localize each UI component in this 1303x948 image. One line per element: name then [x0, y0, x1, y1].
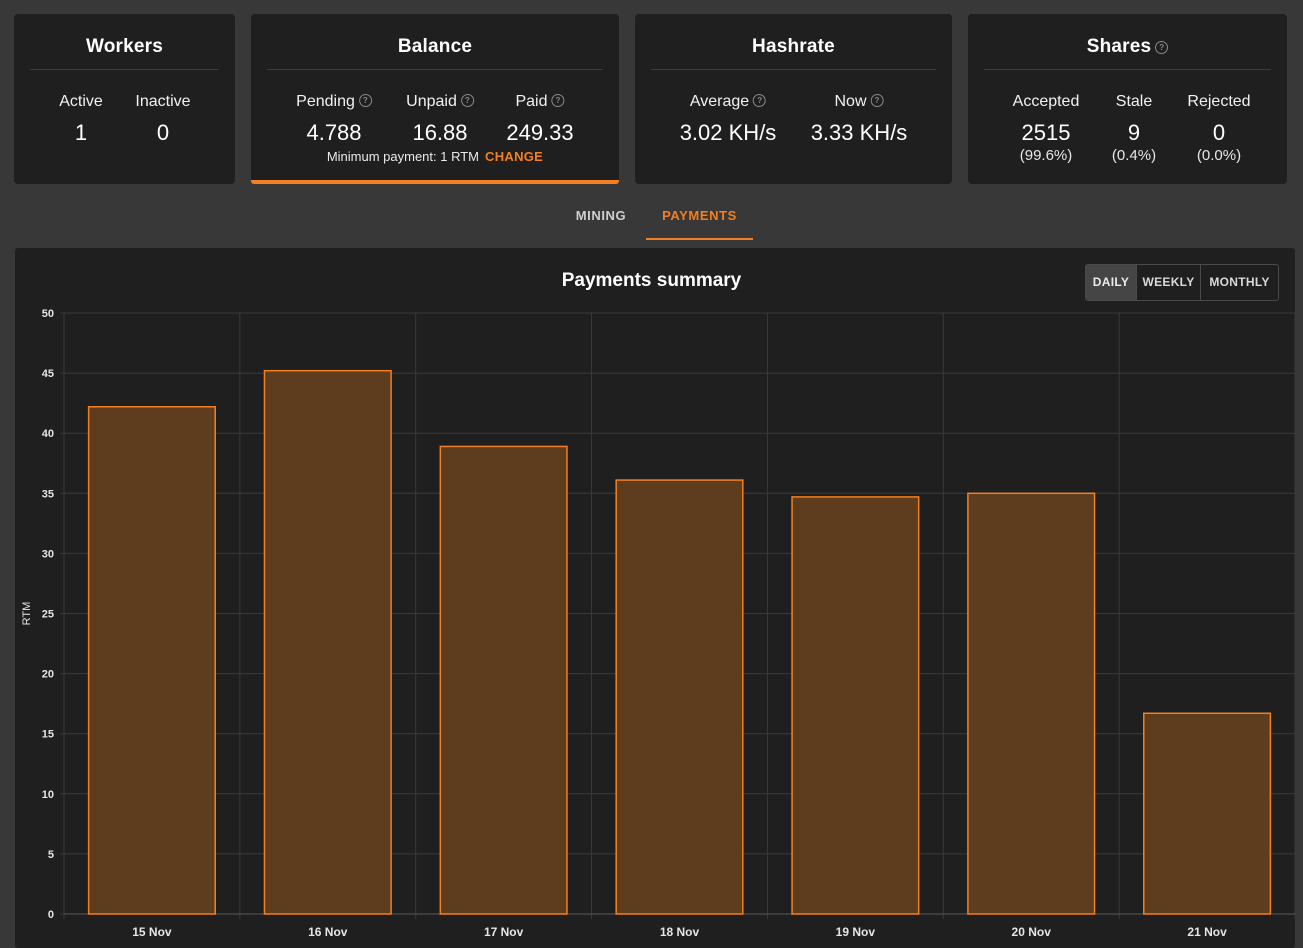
divider	[651, 69, 936, 70]
range-monthly-button[interactable]: MONTHLY	[1200, 265, 1278, 300]
unpaid-label: Unpaid	[406, 93, 457, 110]
rejected-label: Rejected	[1187, 93, 1251, 110]
shares-card: Shares? Accepted 2515 (99.6%) Stale 9 (0…	[968, 14, 1287, 184]
x-tick-label: 21 Nov	[1187, 925, 1227, 939]
minimum-payment: Minimum payment: 1 RTM CHANGE	[251, 149, 619, 164]
help-icon[interactable]: ?	[358, 94, 372, 107]
bar	[791, 496, 920, 915]
inactive-label: Inactive	[135, 93, 191, 110]
balance-card: Balance Pending? 4.788 Unpaid? 16.88 Pai…	[251, 14, 619, 184]
chart-title: Payments summary	[561, 270, 742, 291]
paid-label: Paid	[515, 93, 548, 110]
pending-value: 4.788	[306, 120, 362, 145]
average-label: Average	[689, 93, 750, 110]
accepted-label: Accepted	[1012, 93, 1080, 110]
range-selector: DAILY WEEKLY MONTHLY	[1085, 264, 1279, 301]
unpaid-value: 16.88	[412, 120, 468, 145]
x-tick-label: 15 Nov	[132, 925, 172, 939]
active-stat: Active 1	[59, 92, 103, 145]
bar	[967, 492, 1096, 915]
help-icon[interactable]: ?	[753, 94, 767, 107]
x-tick-label: 20 Nov	[1012, 925, 1052, 939]
tab-payments[interactable]: PAYMENTS	[646, 198, 753, 240]
balance-title: Balance	[397, 36, 473, 57]
range-weekly-button[interactable]: WEEKLY	[1136, 265, 1200, 300]
accepted-value: 2515	[1021, 120, 1071, 145]
shares-title: Shares	[1086, 36, 1152, 57]
average-value: 3.02 KH/s	[679, 120, 777, 145]
stale-stat: Stale 9 (0.4%)	[1112, 92, 1156, 164]
view-tabs: MINING PAYMENTS	[0, 198, 1303, 240]
bar	[439, 445, 568, 915]
inactive-value: 0	[156, 120, 170, 145]
hashrate-card: Hashrate Average? 3.02 KH/s Now? 3.33 KH…	[635, 14, 952, 184]
x-tick-label: 19 Nov	[836, 925, 876, 939]
x-tick-label: 18 Nov	[660, 925, 700, 939]
help-icon[interactable]: ?	[1155, 41, 1169, 54]
stale-label: Stale	[1115, 93, 1153, 110]
stale-value: 9	[1127, 120, 1141, 145]
stale-percent: (0.4%)	[1111, 147, 1157, 164]
paid-value: 249.33	[506, 120, 574, 145]
x-tick-label: 16 Nov	[308, 925, 348, 939]
unpaid-stat: Unpaid? 16.88	[406, 92, 474, 145]
now-label: Now	[834, 93, 867, 110]
y-tick-label: 50	[42, 308, 54, 320]
bar	[87, 406, 216, 915]
y-tick-label: 40	[42, 428, 54, 440]
shares-title-row: Shares?	[984, 36, 1271, 58]
average-hashrate-stat: Average? 3.02 KH/s	[680, 92, 777, 145]
y-tick-label: 15	[42, 729, 54, 741]
workers-card: Workers Active 1 Inactive 0	[14, 14, 235, 184]
inactive-stat: Inactive 0	[135, 92, 190, 145]
help-icon[interactable]: ?	[870, 94, 884, 107]
change-min-payment-link[interactable]: CHANGE	[485, 149, 544, 164]
y-tick-label: 45	[42, 368, 54, 380]
y-tick-label: 35	[42, 488, 54, 500]
y-tick-label: 10	[42, 789, 54, 801]
pending-label: Pending	[296, 93, 355, 110]
x-tick-label: 17 Nov	[484, 925, 524, 939]
y-axis-label: RTM	[21, 602, 33, 626]
help-icon[interactable]: ?	[551, 94, 565, 107]
accepted-stat: Accepted 2515 (99.6%)	[1013, 92, 1080, 164]
rejected-stat: Rejected 0 (0.0%)	[1187, 92, 1250, 164]
divider	[30, 69, 219, 70]
now-hashrate-stat: Now? 3.33 KH/s	[811, 92, 908, 145]
now-value: 3.33 KH/s	[810, 120, 908, 145]
paid-stat: Paid? 249.33	[506, 92, 573, 145]
y-tick-label: 30	[42, 548, 54, 560]
y-tick-label: 5	[48, 849, 54, 861]
help-icon[interactable]: ?	[460, 94, 474, 107]
range-daily-button[interactable]: DAILY	[1086, 265, 1136, 300]
bar	[615, 479, 744, 915]
y-tick-label: 25	[42, 609, 54, 621]
balance-active-indicator	[251, 180, 619, 184]
bar	[263, 369, 392, 915]
rejected-percent: (0.0%)	[1196, 147, 1242, 164]
tab-mining[interactable]: MINING	[575, 208, 627, 223]
bar	[1143, 712, 1272, 915]
pending-stat: Pending? 4.788	[296, 92, 372, 145]
active-label: Active	[59, 93, 103, 110]
y-tick-label: 20	[42, 669, 54, 681]
hashrate-title: Hashrate	[752, 36, 835, 57]
divider	[984, 69, 1271, 70]
divider	[267, 69, 603, 70]
minimum-payment-text: Minimum payment: 1 RTM	[326, 149, 480, 164]
rejected-value: 0	[1212, 120, 1226, 145]
accepted-percent: (99.6%)	[1019, 147, 1073, 164]
active-value: 1	[74, 120, 88, 145]
workers-title: Workers	[85, 36, 164, 57]
y-tick-label: 0	[48, 909, 54, 921]
